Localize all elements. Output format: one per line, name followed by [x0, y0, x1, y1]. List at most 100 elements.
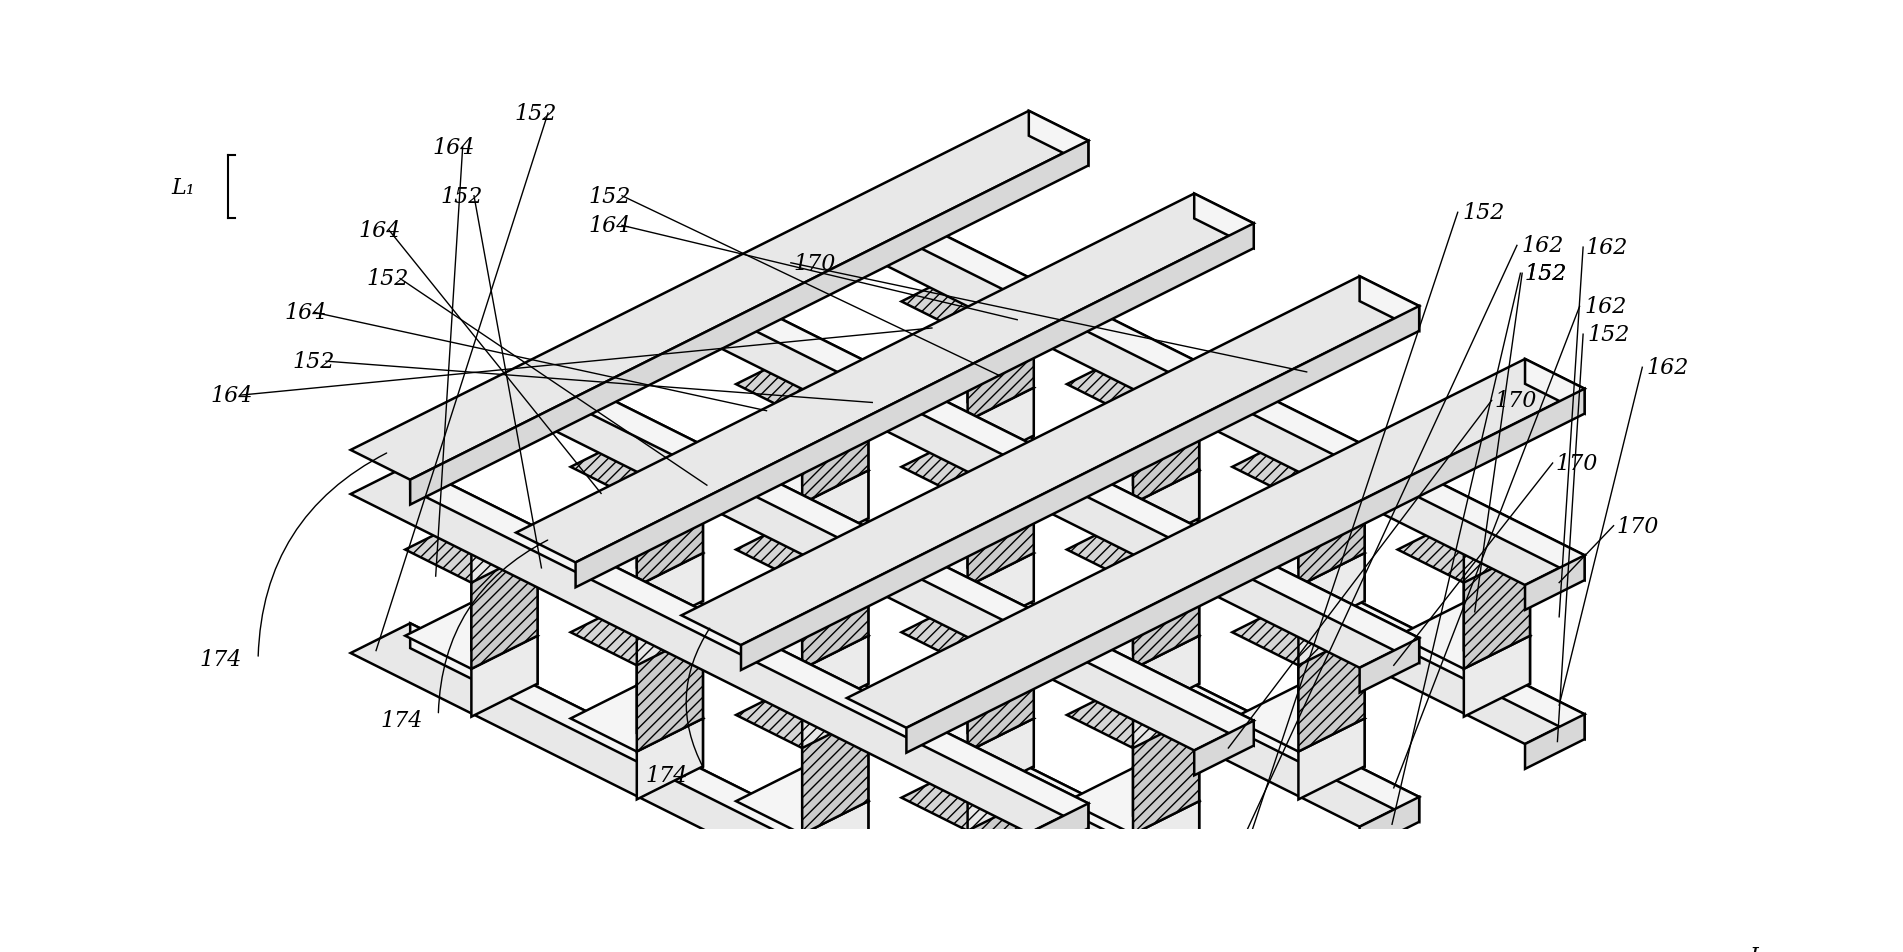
Polygon shape: [967, 600, 1033, 719]
Polygon shape: [740, 300, 1420, 664]
Polygon shape: [902, 434, 1033, 501]
Polygon shape: [967, 764, 1033, 883]
Polygon shape: [405, 603, 537, 669]
Polygon shape: [516, 541, 1254, 909]
Polygon shape: [906, 389, 1585, 753]
Polygon shape: [1068, 768, 1199, 834]
Polygon shape: [902, 851, 1033, 917]
Polygon shape: [1463, 636, 1530, 717]
Polygon shape: [803, 385, 868, 504]
Polygon shape: [638, 434, 702, 553]
Polygon shape: [847, 217, 1585, 585]
Polygon shape: [638, 632, 702, 752]
Polygon shape: [1132, 471, 1199, 552]
Polygon shape: [681, 277, 1420, 645]
Polygon shape: [1359, 638, 1420, 693]
Polygon shape: [1463, 550, 1530, 669]
Polygon shape: [1233, 600, 1364, 665]
Polygon shape: [803, 636, 868, 717]
Text: 174: 174: [200, 648, 242, 670]
Text: 152: 152: [441, 186, 483, 208]
Polygon shape: [472, 636, 537, 717]
Polygon shape: [1233, 434, 1364, 501]
Text: 152: 152: [516, 103, 558, 125]
Polygon shape: [681, 300, 1420, 668]
Polygon shape: [1132, 636, 1199, 717]
Text: 152: 152: [1587, 324, 1629, 346]
Polygon shape: [1298, 467, 1364, 586]
Polygon shape: [1068, 438, 1199, 504]
Polygon shape: [803, 471, 868, 552]
Text: 152: 152: [367, 268, 409, 290]
Polygon shape: [681, 458, 1420, 827]
Polygon shape: [1298, 685, 1364, 766]
Polygon shape: [736, 683, 868, 748]
Polygon shape: [967, 685, 1033, 766]
Polygon shape: [1132, 550, 1199, 669]
Polygon shape: [1132, 715, 1199, 834]
Polygon shape: [411, 142, 1089, 506]
Polygon shape: [1233, 521, 1364, 586]
Text: 164: 164: [284, 302, 327, 324]
Polygon shape: [1132, 385, 1199, 504]
Polygon shape: [575, 224, 1254, 587]
Polygon shape: [803, 517, 868, 636]
Polygon shape: [638, 553, 702, 634]
Polygon shape: [350, 624, 1089, 952]
Polygon shape: [1524, 714, 1585, 769]
Polygon shape: [1132, 683, 1199, 802]
Polygon shape: [1298, 521, 1364, 602]
Polygon shape: [575, 382, 1254, 745]
Text: L₁: L₁: [171, 176, 194, 198]
Polygon shape: [847, 360, 1585, 728]
Polygon shape: [736, 438, 868, 504]
Polygon shape: [967, 467, 1033, 586]
Text: 164: 164: [588, 215, 632, 237]
Polygon shape: [902, 521, 1033, 586]
Polygon shape: [575, 541, 1254, 904]
Polygon shape: [740, 458, 1420, 822]
Polygon shape: [472, 603, 537, 684]
Polygon shape: [571, 600, 702, 665]
Polygon shape: [472, 550, 537, 669]
Polygon shape: [967, 302, 1033, 422]
Text: 164: 164: [209, 385, 253, 407]
Polygon shape: [803, 802, 868, 883]
Polygon shape: [906, 376, 1585, 740]
Polygon shape: [1195, 194, 1254, 248]
Polygon shape: [472, 517, 537, 636]
Polygon shape: [736, 768, 868, 834]
Polygon shape: [736, 351, 868, 418]
Polygon shape: [571, 685, 702, 752]
Text: 162: 162: [1585, 237, 1629, 259]
Text: 170: 170: [1494, 390, 1538, 412]
Polygon shape: [411, 465, 1089, 828]
Polygon shape: [571, 434, 702, 501]
Polygon shape: [1195, 721, 1254, 776]
Text: 152: 152: [1524, 263, 1568, 285]
Polygon shape: [902, 600, 1033, 665]
Polygon shape: [967, 883, 1033, 952]
Text: 164: 164: [432, 137, 474, 159]
Polygon shape: [847, 376, 1585, 744]
Polygon shape: [411, 624, 1089, 952]
Polygon shape: [902, 685, 1033, 752]
Polygon shape: [1132, 517, 1199, 636]
Polygon shape: [736, 517, 868, 583]
Text: 152: 152: [293, 350, 335, 373]
Polygon shape: [516, 194, 1254, 563]
Polygon shape: [803, 683, 868, 802]
Polygon shape: [967, 269, 1033, 388]
Polygon shape: [1298, 434, 1364, 553]
Polygon shape: [736, 603, 868, 669]
Polygon shape: [902, 764, 1033, 831]
Polygon shape: [1132, 351, 1199, 471]
Polygon shape: [1397, 603, 1530, 669]
Polygon shape: [803, 768, 868, 849]
Polygon shape: [1068, 603, 1199, 669]
Polygon shape: [638, 685, 702, 766]
Polygon shape: [1132, 603, 1199, 684]
Text: 170: 170: [1555, 452, 1599, 474]
Polygon shape: [1397, 517, 1530, 583]
Polygon shape: [803, 438, 868, 519]
